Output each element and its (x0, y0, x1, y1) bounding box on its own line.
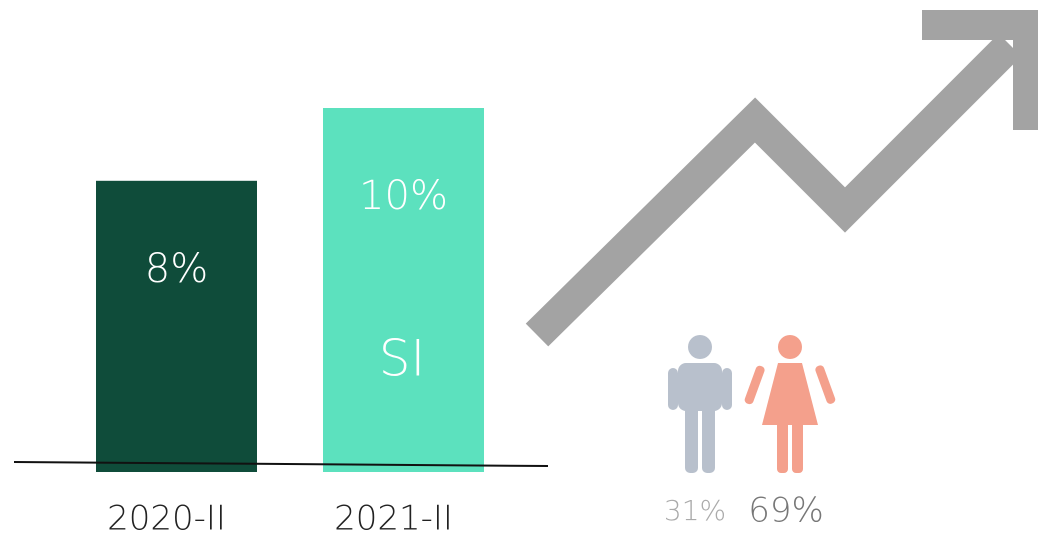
male-icon (668, 335, 732, 473)
bar (96, 180, 257, 473)
baseline (13, 461, 549, 467)
category-label: 2020-II (107, 499, 226, 533)
bar (323, 108, 484, 472)
category-label: 2021-II (334, 499, 453, 533)
value-label: 10% (359, 173, 448, 219)
trend-arrow (525, 10, 1038, 347)
gender-share: 69% (748, 491, 824, 531)
annotation: SI (379, 330, 425, 388)
female-icon (744, 335, 836, 473)
gender-share: 31% (664, 494, 726, 527)
value-label: 8% (145, 246, 208, 292)
